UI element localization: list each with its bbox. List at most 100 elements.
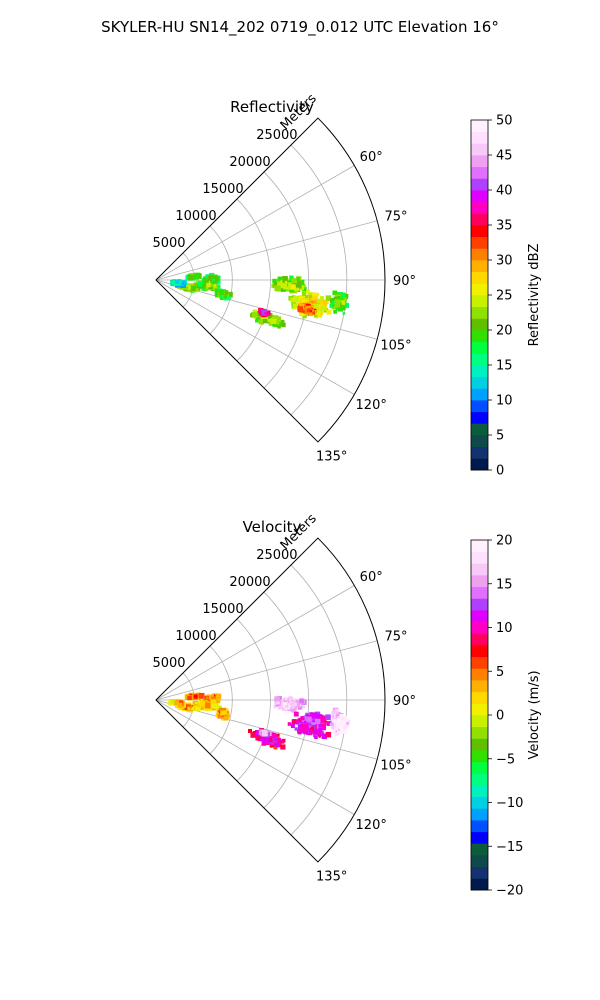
velocity-colorbar-segment xyxy=(471,656,488,669)
reflectivity-colorbar-tick-label: 5 xyxy=(496,429,504,444)
reflectivity-range-tick-label: 15000 xyxy=(202,182,243,197)
reflectivity-colorbar-segment xyxy=(471,166,488,179)
velocity-colorbar-tick-label: 5 xyxy=(496,665,504,680)
reflectivity-colorbar-segment xyxy=(471,330,488,343)
reflectivity-panel: Reflectivity500010000150002000025000Mete… xyxy=(152,91,542,478)
velocity-azimuth-gridline xyxy=(155,585,355,701)
velocity-azimuth-tick-label: 105° xyxy=(380,758,411,773)
reflectivity-azimuth-gridline xyxy=(155,220,378,281)
reflectivity-colorbar-segment xyxy=(471,365,488,378)
reflectivity-colorbar-segment xyxy=(471,435,488,448)
velocity-colorbar-tick-label: −10 xyxy=(496,796,523,811)
reflectivity-colorbar-segment xyxy=(471,446,488,459)
reflectivity-azimuth-tick-label: 90° xyxy=(393,274,416,289)
reflectivity-azimuth-gridline xyxy=(155,279,355,395)
velocity-colorbar-segment xyxy=(471,610,488,623)
reflectivity-colorbar-tick-label: 20 xyxy=(496,324,513,339)
velocity-colorbar-segment xyxy=(471,691,488,704)
reflectivity-colorbar-segment xyxy=(471,283,488,296)
reflectivity-colorbar-segment xyxy=(471,295,488,308)
reflectivity-colorbar-segment xyxy=(471,190,488,203)
reflectivity-title: Reflectivity xyxy=(230,98,314,116)
velocity-title: Velocity xyxy=(243,518,302,536)
velocity-colorbar-segment xyxy=(471,773,488,786)
velocity-colorbar-segment xyxy=(471,785,488,798)
reflectivity-colorbar-segment xyxy=(471,306,488,319)
reflectivity-echo-cell xyxy=(170,279,188,288)
velocity-colorbar-segment xyxy=(471,820,488,833)
reflectivity-azimuth-tick-label: 120° xyxy=(356,398,387,413)
velocity-colorbar-segment xyxy=(471,855,488,868)
velocity-azimuth-tick-label: 120° xyxy=(356,818,387,833)
reflectivity-azimuth-tick-label: 75° xyxy=(384,210,407,225)
reflectivity-azimuth-tick-label: 105° xyxy=(380,338,411,353)
velocity-range-tick-label: 15000 xyxy=(202,602,243,617)
velocity-azimuth-tick-label: 75° xyxy=(384,630,407,645)
velocity-azimuth-tick-label: 90° xyxy=(393,694,416,709)
velocity-range-tick-label: 5000 xyxy=(152,656,185,671)
reflectivity-colorbar-segment xyxy=(471,236,488,249)
velocity-echo-cell xyxy=(329,707,351,736)
reflectivity-colorbar-tick-label: 35 xyxy=(496,219,513,234)
velocity-colorbar-label: Velocity (m/s) xyxy=(527,670,542,759)
reflectivity-echo-cell xyxy=(201,272,221,284)
velocity-colorbar-tick-label: −5 xyxy=(496,752,515,767)
reflectivity-colorbar-tick-label: 0 xyxy=(496,464,504,479)
reflectivity-colorbar-segment xyxy=(471,120,488,133)
velocity-colorbar-segment xyxy=(471,586,488,599)
reflectivity-azimuth-tick-label: 60° xyxy=(360,150,383,165)
reflectivity-colorbar-segment xyxy=(471,318,488,331)
velocity-colorbar-tick-label: 15 xyxy=(496,577,513,592)
reflectivity-colorbar-segment xyxy=(471,388,488,401)
velocity-colorbar-tick-label: 20 xyxy=(496,534,513,549)
velocity-colorbar-segment xyxy=(471,738,488,751)
velocity-colorbar-segment xyxy=(471,540,488,553)
reflectivity-range-tick-label: 5000 xyxy=(152,236,185,251)
velocity-echo-cell xyxy=(258,728,272,738)
reflectivity-colorbar-segment xyxy=(471,248,488,261)
velocity-azimuth-gridline xyxy=(155,640,378,701)
reflectivity-echo-cell xyxy=(258,308,271,318)
reflectivity-colorbar-segment xyxy=(471,178,488,191)
velocity-colorbar-segment xyxy=(471,715,488,728)
reflectivity-colorbar-segment xyxy=(471,341,488,354)
reflectivity-colorbar-segment xyxy=(471,411,488,424)
reflectivity-colorbar: 0 5 10 15 20 25 30 35 40 45 50 Reflectivity dBZ xyxy=(470,114,542,479)
reflectivity-range-tick-label: 20000 xyxy=(229,155,270,170)
figure-title: SKYLER-HU SN14_202 0719_0.012 UTC Elevat… xyxy=(101,18,499,37)
reflectivity-colorbar-segment xyxy=(471,155,488,168)
reflectivity-echo-cell xyxy=(194,279,221,292)
reflectivity-colorbar-segment xyxy=(471,423,488,436)
reflectivity-echo-cell xyxy=(297,302,317,317)
reflectivity-echo-cell xyxy=(185,272,202,281)
reflectivity-range-tick-label: 10000 xyxy=(175,209,216,224)
reflectivity-azimuth-gridline xyxy=(155,165,355,281)
reflectivity-echo-field xyxy=(170,272,350,329)
velocity-azimuth-gridline xyxy=(155,699,355,815)
reflectivity-colorbar-tick-label: 40 xyxy=(496,184,513,199)
velocity-range-tick-label: 10000 xyxy=(175,629,216,644)
velocity-colorbar-segment xyxy=(471,808,488,821)
reflectivity-colorbar-tick-label: 50 xyxy=(496,114,513,129)
velocity-echo-cell xyxy=(298,723,317,735)
velocity-echo-cell xyxy=(192,699,222,712)
velocity-azimuth-tick-label: 60° xyxy=(360,570,383,585)
reflectivity-echo-cell xyxy=(271,275,307,294)
velocity-colorbar-tick-label: −20 xyxy=(496,884,523,899)
reflectivity-colorbar-tick-label: 25 xyxy=(496,289,513,304)
velocity-colorbar-segment xyxy=(471,750,488,763)
velocity-colorbar-segment xyxy=(471,575,488,588)
velocity-sector-frame xyxy=(155,537,386,863)
velocity-colorbar-tick-label: 10 xyxy=(496,621,513,636)
velocity-echo-cell xyxy=(168,698,186,709)
velocity-colorbar-segment xyxy=(471,645,488,658)
velocity-colorbar-segment xyxy=(471,621,488,634)
reflectivity-colorbar-segment xyxy=(471,143,488,156)
velocity-colorbar: −20 −15 −10 −5 0 5 10 15 20 Velocity (m/s) xyxy=(470,534,542,899)
velocity-colorbar-segment xyxy=(471,866,488,879)
velocity-echo-field xyxy=(168,692,351,750)
velocity-colorbar-segment xyxy=(471,598,488,611)
velocity-echo-cell xyxy=(215,707,231,721)
velocity-colorbar-tick-label: −15 xyxy=(496,840,523,855)
